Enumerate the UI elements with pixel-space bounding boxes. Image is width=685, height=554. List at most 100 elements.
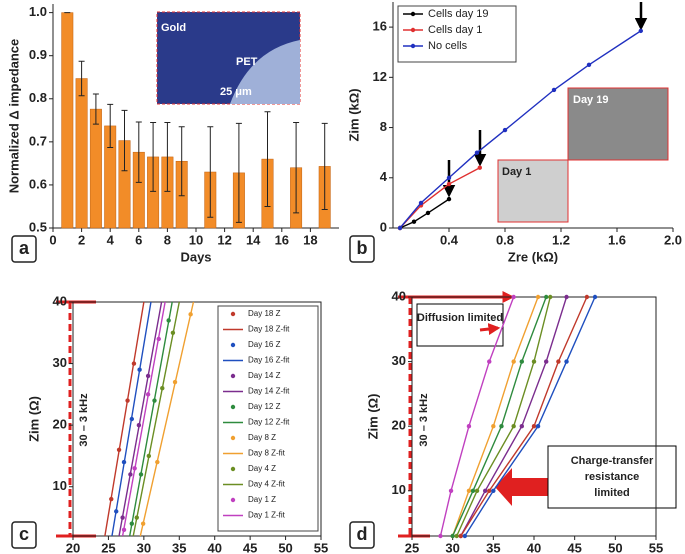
data-point xyxy=(531,423,537,429)
legend-swatch xyxy=(410,43,416,49)
legend-swatch xyxy=(230,311,236,317)
data-point xyxy=(450,533,455,539)
inset-region xyxy=(230,40,300,104)
data-point xyxy=(502,127,508,133)
data-point xyxy=(474,150,480,155)
error-bar xyxy=(293,121,300,214)
series-line xyxy=(118,301,163,537)
y-tick-label: 30 xyxy=(392,353,406,368)
data-point xyxy=(446,181,452,187)
data-point xyxy=(470,488,476,493)
legend-swatch xyxy=(230,342,236,348)
error-bar xyxy=(178,126,185,197)
x-tick-label: 1.2 xyxy=(552,232,570,247)
annotation: Gold xyxy=(161,22,186,34)
x-tick-label: 55 xyxy=(314,540,328,554)
series-line xyxy=(139,301,195,537)
data-point xyxy=(438,533,443,539)
y-tick-label: 30 xyxy=(53,355,67,370)
inset-image xyxy=(497,159,569,223)
bar xyxy=(61,12,74,229)
data-point xyxy=(544,359,549,364)
error-bar xyxy=(164,121,171,192)
annotation-box xyxy=(416,303,504,347)
series-line xyxy=(121,301,166,537)
legend-label: Day 4 Z xyxy=(248,464,276,473)
y-tick-label: 12 xyxy=(373,69,387,84)
data-point xyxy=(535,423,541,429)
y-tick-label: 20 xyxy=(392,418,406,433)
x-tick-label: 40 xyxy=(527,540,541,554)
legend xyxy=(397,5,517,63)
data-point xyxy=(466,423,472,429)
data-point xyxy=(483,488,488,493)
legend-label: Day 16 Z xyxy=(248,340,281,349)
x-tick-label: 50 xyxy=(608,540,622,554)
legend-label: Day 8 Z-fit xyxy=(248,449,286,458)
x-axis-label: Zre (kΩ) xyxy=(508,249,558,264)
legend-label: Day 16 Z-fit xyxy=(248,356,290,365)
x-tick-label: 6 xyxy=(135,232,142,247)
legend-swatch xyxy=(230,497,236,503)
x-tick-label: 18 xyxy=(303,232,317,247)
annotation-box xyxy=(547,445,677,509)
y-tick-label: 0.7 xyxy=(29,133,47,148)
x-tick-label: 14 xyxy=(246,232,261,247)
y-tick-label: 16 xyxy=(373,19,387,34)
inset-image xyxy=(567,87,669,161)
data-point xyxy=(448,488,454,493)
x-tick-label: 20 xyxy=(66,540,80,554)
panel-label-box xyxy=(11,521,37,549)
panel-label: c xyxy=(19,524,29,544)
legend-label: Day 4 Z-fit xyxy=(248,480,286,489)
data-point xyxy=(519,359,524,364)
x-tick-label: 1.6 xyxy=(608,232,626,247)
annotation: Day 1 xyxy=(502,166,531,178)
x-tick-label: 0 xyxy=(49,232,56,247)
data-point xyxy=(586,62,592,67)
error-bar xyxy=(92,93,99,125)
data-point xyxy=(418,200,424,206)
data-point xyxy=(411,219,417,224)
y-tick-label: 40 xyxy=(53,293,67,308)
y-tick-label: 40 xyxy=(392,288,406,303)
error-bar xyxy=(135,121,142,183)
legend-label: Day 1 Z-fit xyxy=(248,511,286,520)
x-tick-label: 10 xyxy=(189,232,203,247)
data-point xyxy=(446,175,452,180)
data-point xyxy=(564,294,569,300)
data-point xyxy=(487,488,492,493)
data-point xyxy=(584,294,590,300)
y-axis-label: Zim (Ω) xyxy=(365,394,380,440)
x-tick-label: 50 xyxy=(278,540,292,554)
y-axis-label: Zim (kΩ) xyxy=(346,88,361,141)
panel-label: d xyxy=(357,524,368,544)
data-point xyxy=(531,359,537,364)
error-bar xyxy=(235,122,242,223)
data-point xyxy=(544,294,549,300)
y-tick-label: 0.9 xyxy=(29,47,47,62)
data-point xyxy=(454,533,459,539)
y-tick-label: 8 xyxy=(380,119,387,134)
data-point xyxy=(487,359,492,364)
legend-label: Day 12 Z xyxy=(248,402,281,411)
x-tick-label: 35 xyxy=(172,540,186,554)
legend-label: Day 18 Z xyxy=(248,309,281,318)
y-tick-label: 20 xyxy=(53,417,67,432)
series-line xyxy=(132,301,180,537)
data-point xyxy=(491,488,496,493)
error-bar xyxy=(207,126,214,218)
annotation: Charge-transfer xyxy=(571,455,654,467)
y-axis-label: Normalized Δ impedance xyxy=(6,39,21,194)
y-tick-label: 1.0 xyxy=(29,4,47,19)
panel-label: a xyxy=(19,238,30,258)
x-tick-label: 16 xyxy=(275,232,289,247)
data-point xyxy=(592,294,598,300)
x-tick-label: 35 xyxy=(486,540,500,554)
legend xyxy=(217,305,319,532)
y-tick-label: 4 xyxy=(380,169,388,184)
arrow xyxy=(495,468,548,506)
series-line xyxy=(104,301,145,537)
legend-swatch xyxy=(410,27,416,33)
